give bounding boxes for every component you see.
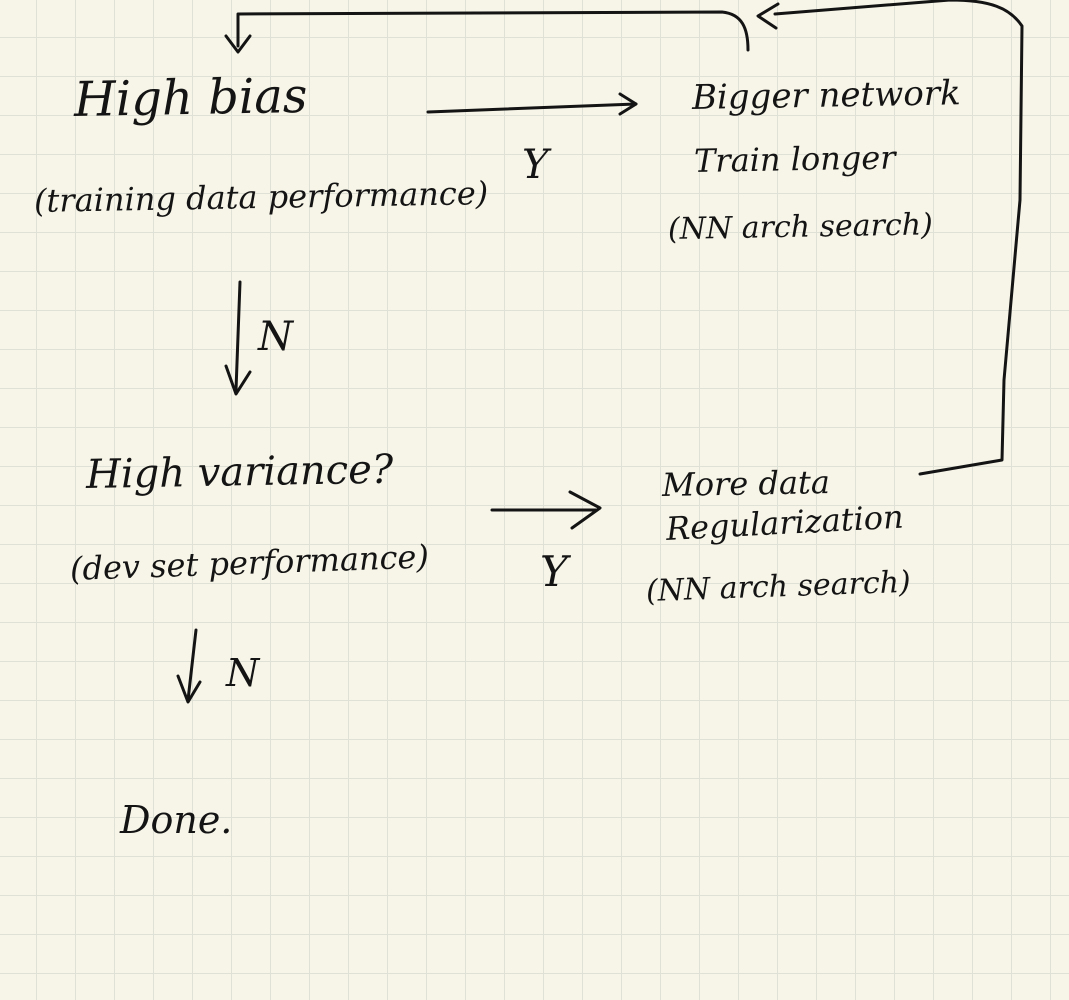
edge-label-variance-yes: Y (540, 547, 572, 596)
high-bias-subtitle: (training data performance) (33, 174, 489, 220)
arrow-bias-no (234, 280, 242, 392)
arrowhead-bias-yes (618, 92, 638, 116)
arrowhead-bias-no (224, 364, 252, 396)
loop-arrow-right (773, 0, 1024, 476)
bias-fix-line-3: (NN arch search) (667, 207, 934, 247)
edge-label-bias-no: N (257, 314, 295, 360)
loop-arrowhead-top (224, 34, 252, 54)
loop-arrowhead-right (756, 2, 780, 30)
arrowhead-variance-no (176, 674, 202, 704)
arrowhead-variance-yes (568, 490, 602, 530)
done-label: Done. (120, 798, 233, 842)
bias-fix-line-2: Train longer (693, 138, 896, 180)
edge-label-bias-yes: Y (522, 142, 552, 188)
loop-arrow-top (236, 10, 750, 52)
bias-fix-line-1: Bigger network (691, 73, 961, 118)
high-variance-title: High variance? (85, 446, 394, 498)
edge-label-variance-no: N (225, 651, 261, 695)
variance-fix-line-1: More data (661, 463, 831, 504)
arrow-variance-no (186, 628, 198, 702)
arrow-bias-yes (426, 102, 638, 114)
high-bias-title: High bias (73, 67, 308, 128)
